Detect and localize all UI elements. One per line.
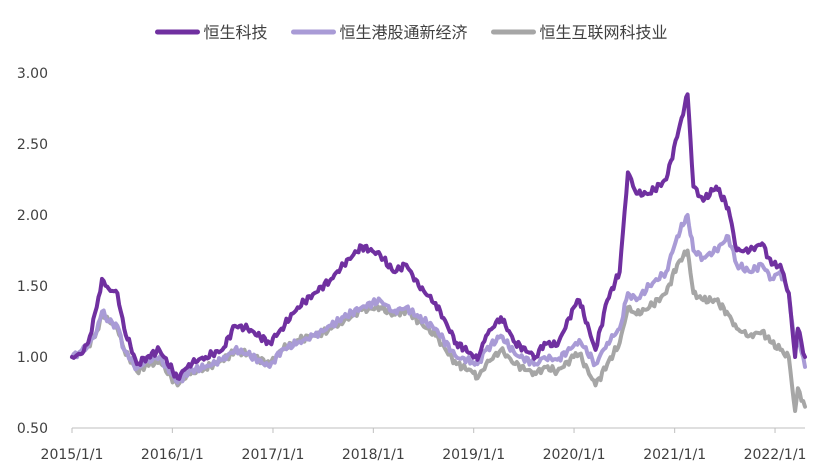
y-tick-label: 2.00	[17, 208, 48, 224]
x-tick-label: 2020/1/1	[543, 447, 606, 463]
legend-label: 恒生港股通新经济	[340, 23, 468, 42]
legend-label: 恒生互联网科技业	[540, 23, 668, 42]
legend-item: 恒生科技	[155, 23, 268, 42]
y-tick-label: 1.00	[17, 350, 48, 366]
x-tick-label: 2019/1/1	[442, 447, 505, 463]
x-tick-label: 2018/1/1	[342, 447, 405, 463]
legend-item: 恒生互联网科技业	[491, 23, 668, 42]
legend: 恒生科技 恒生港股通新经济 恒生互联网科技业	[155, 23, 668, 42]
y-axis: 0.50 1.00 1.50 2.00 2.50 3.00	[17, 66, 48, 437]
legend-label: 恒生科技	[204, 23, 268, 42]
y-tick-label: 0.50	[17, 421, 48, 437]
y-tick-label: 1.50	[17, 279, 48, 295]
series-group	[70, 92, 807, 413]
series-line	[70, 92, 807, 381]
x-tick-label: 2022/1/1	[744, 447, 807, 463]
x-tick-label: 2017/1/1	[242, 447, 305, 463]
x-tick-label: 2021/1/1	[643, 447, 706, 463]
legend-item: 恒生港股通新经济	[291, 23, 468, 42]
x-tick-label: 2015/1/1	[41, 447, 104, 463]
x-tick-label: 2016/1/1	[141, 447, 204, 463]
series-line	[70, 213, 807, 385]
x-axis: 2015/1/1 2016/1/1 2017/1/1 2018/1/1 2019/1/1…	[41, 427, 807, 463]
y-tick-label: 3.00	[17, 66, 48, 82]
y-tick-label: 2.50	[17, 137, 48, 153]
